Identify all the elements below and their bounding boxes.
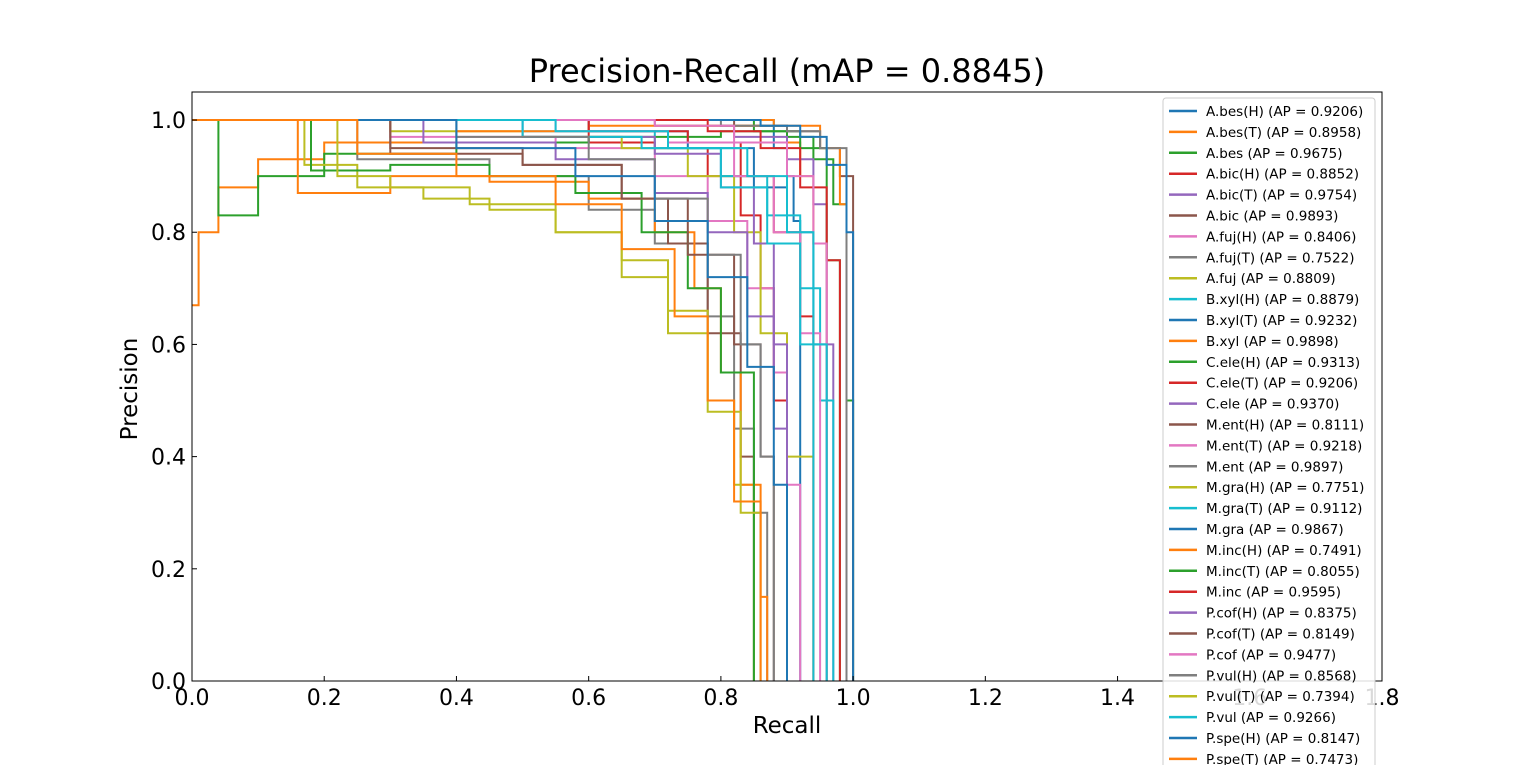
pr-curve-22 (192, 119, 755, 681)
x-tick-label: 0.6 (571, 686, 606, 711)
y-tick-label: 0.2 (151, 558, 186, 583)
x-tick-label: 1.4 (1100, 686, 1135, 711)
pr-curve-17 (192, 119, 848, 681)
pr-curve-30 (192, 119, 788, 681)
y-tick-label: 0.8 (151, 221, 186, 246)
legend: A.bes(H) (AP = 0.9206) A.bes(T) (AP = 0.8… (1162, 97, 1376, 765)
legend-entry-label: P.vul(H) (AP = 0.8568) (1206, 668, 1357, 684)
legend-entry-label: M.inc(T) (AP = 0.8055) (1206, 564, 1360, 580)
chart-title: Precision-Recall (mAP = 0.8845) (529, 52, 1045, 90)
pr-curve-23 (192, 119, 841, 681)
pr-curve-29 (192, 119, 828, 681)
legend-entry-label: C.ele (AP = 0.9370) (1206, 397, 1339, 413)
legend-entry-label: M.gra(T) (AP = 0.9112) (1206, 501, 1362, 517)
legend-entry-label: A.fuj (AP = 0.8809) (1206, 271, 1336, 287)
legend-entry-label: P.spe(T) (AP = 0.7473) (1206, 752, 1358, 765)
x-tick-label: 1.2 (968, 686, 1003, 711)
legend-entry-label: M.inc(H) (AP = 0.7491) (1206, 543, 1362, 559)
legend-entry-label: B.xyl (AP = 0.9898) (1206, 334, 1339, 350)
y-tick-label: 0.0 (151, 670, 186, 695)
y-axis-ticks: 0.0 0.2 0.4 0.6 0.8 1.0 (151, 109, 197, 695)
legend-entry-label: C.ele(H) (AP = 0.9313) (1206, 355, 1360, 371)
legend-entry-label: A.bes (AP = 0.9675) (1206, 146, 1343, 162)
y-tick-label: 0.4 (151, 446, 186, 471)
plot-frame (191, 91, 1383, 682)
legend-entry-label: M.gra(H) (AP = 0.7751) (1206, 480, 1364, 496)
legend-entry-label: M.ent(T) (AP = 0.9218) (1206, 438, 1362, 454)
legend-entry-label: P.cof(H) (AP = 0.8375) (1206, 606, 1357, 622)
y-tick-label: 1.0 (151, 109, 186, 134)
y-tick-label: 0.6 (151, 333, 186, 358)
x-tick-label: 0.8 (703, 686, 738, 711)
legend-box (1162, 97, 1376, 765)
y-axis-label: Precision (117, 338, 143, 441)
legend-entry-label: P.vul(T) (AP = 0.7394) (1206, 689, 1355, 705)
legend-entry-label: B.xyl(H) (AP = 0.8879) (1206, 292, 1359, 308)
pr-curve-20 (192, 119, 855, 681)
pr-curve-26 (192, 119, 828, 681)
legend-entry-label: P.cof (AP = 0.9477) (1206, 647, 1336, 663)
legend-entry-label: A.bic(T) (AP = 0.9754) (1206, 188, 1357, 204)
curves-group (192, 119, 855, 681)
legend-entry-label: C.ele(T) (AP = 0.9206) (1206, 376, 1358, 392)
x-tick-label: 0.2 (307, 686, 342, 711)
legend-entry-label: M.ent(H) (AP = 0.8111) (1206, 418, 1364, 434)
legend-entry-label: M.gra (AP = 0.9867) (1206, 522, 1344, 538)
x-tick-label: 0.0 (175, 686, 210, 711)
legend-entry-label: P.vul (AP = 0.9266) (1206, 710, 1336, 726)
x-tick-label: 0.4 (439, 686, 474, 711)
legend-entry-label: A.bic(H) (AP = 0.8852) (1206, 167, 1359, 183)
pr-curve-28 (192, 119, 762, 681)
pr-curve-31 (192, 119, 762, 681)
legend-entry-label: P.cof(T) (AP = 0.8149) (1206, 627, 1355, 643)
legend-entry-label: A.fuj(T) (AP = 0.7522) (1206, 250, 1354, 266)
legend-entry-label: A.bes(T) (AP = 0.8958) (1206, 125, 1361, 141)
legend-entry-label: M.ent (AP = 0.9897) (1206, 459, 1343, 475)
x-tick-label: 1.0 (836, 686, 871, 711)
legend-entry-label: A.bes(H) (AP = 0.9206) (1206, 104, 1363, 120)
legend-entry-label: B.xyl(T) (AP = 0.9232) (1206, 313, 1357, 329)
legend-entry-label: M.inc (AP = 0.9595) (1206, 585, 1341, 601)
legend-entry-label: P.spe(H) (AP = 0.8147) (1206, 731, 1360, 747)
legend-entry-label: A.fuj(H) (AP = 0.8406) (1206, 229, 1356, 245)
x-axis-label: Recall (753, 713, 822, 739)
legend-entry-label: A.bic (AP = 0.9893) (1206, 209, 1338, 225)
